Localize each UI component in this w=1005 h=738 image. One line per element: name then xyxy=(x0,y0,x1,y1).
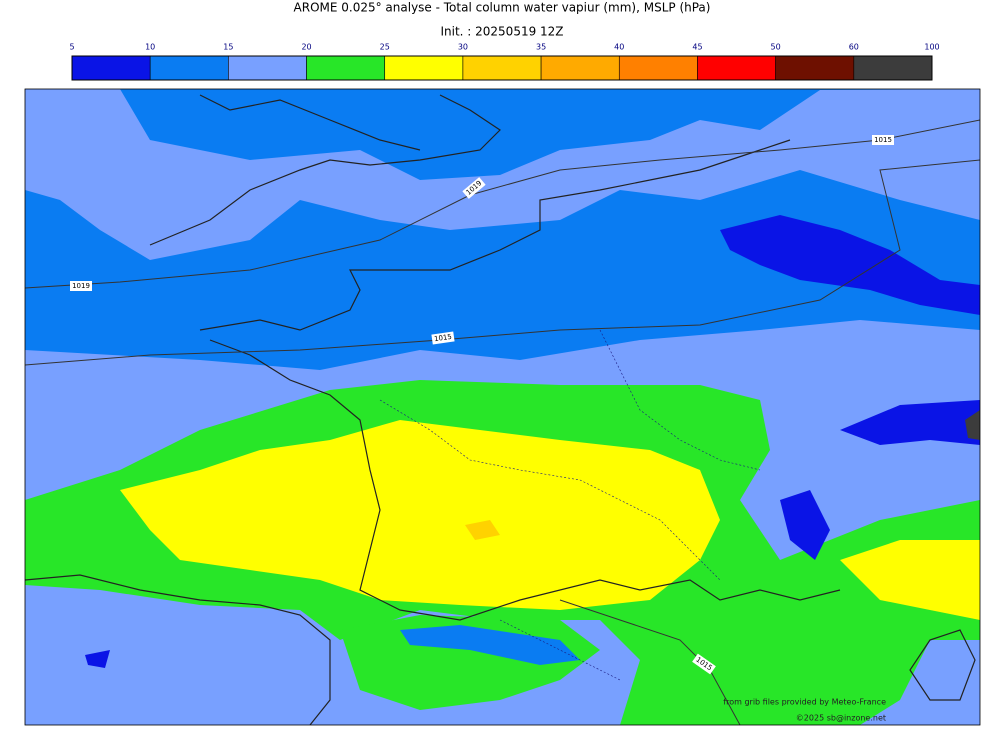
field-region xyxy=(120,420,720,610)
field-region xyxy=(720,215,980,315)
colorbar-tick-label: 35 xyxy=(536,43,546,52)
colorbar-frame xyxy=(71,55,933,81)
coastline xyxy=(209,339,841,621)
field-region xyxy=(465,520,500,540)
colorbar-segment xyxy=(853,55,933,81)
colorbar-segment xyxy=(775,55,855,81)
colorbar-tick-label: 10 xyxy=(145,43,155,52)
colorbar-segment xyxy=(384,55,464,81)
coastline xyxy=(149,94,501,246)
border xyxy=(379,329,761,681)
colorbar-tick-label: 25 xyxy=(380,43,390,52)
isobar-label: 1019 xyxy=(70,281,92,291)
title: AROME 0.025° analyse - Total column wate… xyxy=(294,1,711,15)
colorbar-tick-label: 5 xyxy=(69,43,74,52)
isobar-label: 1015 xyxy=(431,331,455,345)
field-region xyxy=(85,650,110,668)
colorbar-segment xyxy=(697,55,776,81)
colorbar-tick-label: 50 xyxy=(771,43,781,52)
colorbar-tick-label: 40 xyxy=(614,43,624,52)
field-region xyxy=(400,625,580,665)
colorbar-segment xyxy=(71,55,151,81)
isobar-label: 1015 xyxy=(872,135,894,145)
field-region xyxy=(780,490,830,560)
coastline xyxy=(199,139,791,331)
map: 1019 1019 1015 1015 1015 from grib files… xyxy=(24,88,981,726)
isobar xyxy=(25,159,980,366)
colorbar-tick-label: 15 xyxy=(223,43,233,52)
colorbar-segment xyxy=(149,55,229,81)
credit: from grib files provided by Meteo-France xyxy=(723,698,886,707)
colorbar-tick-label: 30 xyxy=(458,43,468,52)
coastline xyxy=(25,574,331,725)
colorbar-tick-label: 60 xyxy=(849,43,859,52)
colorbar-segment xyxy=(540,55,620,81)
colorbar-segment xyxy=(462,55,542,81)
field-region xyxy=(840,540,980,620)
isobar xyxy=(25,119,980,289)
field-region xyxy=(965,410,980,440)
isobar xyxy=(559,599,741,725)
map-frame xyxy=(24,88,981,726)
colorbar-segment xyxy=(618,55,698,81)
coastline xyxy=(909,629,976,701)
colorbar-tick-label: 45 xyxy=(692,43,702,52)
colorbar-segment xyxy=(228,55,307,81)
credit: ©2025 sb@inzone.net xyxy=(796,714,886,723)
field-region xyxy=(840,400,980,445)
subtitle: Init. : 20250519 12Z xyxy=(440,25,563,39)
colorbar-tick-label: 100 xyxy=(924,43,939,52)
field-region xyxy=(25,89,980,260)
colorbar-segment xyxy=(306,55,386,81)
isobar-label-text: 1015 xyxy=(434,333,453,343)
isobar-label-text: 1015 xyxy=(874,136,892,144)
colorbar-tick-label: 20 xyxy=(301,43,311,52)
colorbar: 5 10 15 20 25 30 35 40 45 50 60 100 xyxy=(69,43,940,81)
isobar-label-text: 1019 xyxy=(72,282,90,290)
